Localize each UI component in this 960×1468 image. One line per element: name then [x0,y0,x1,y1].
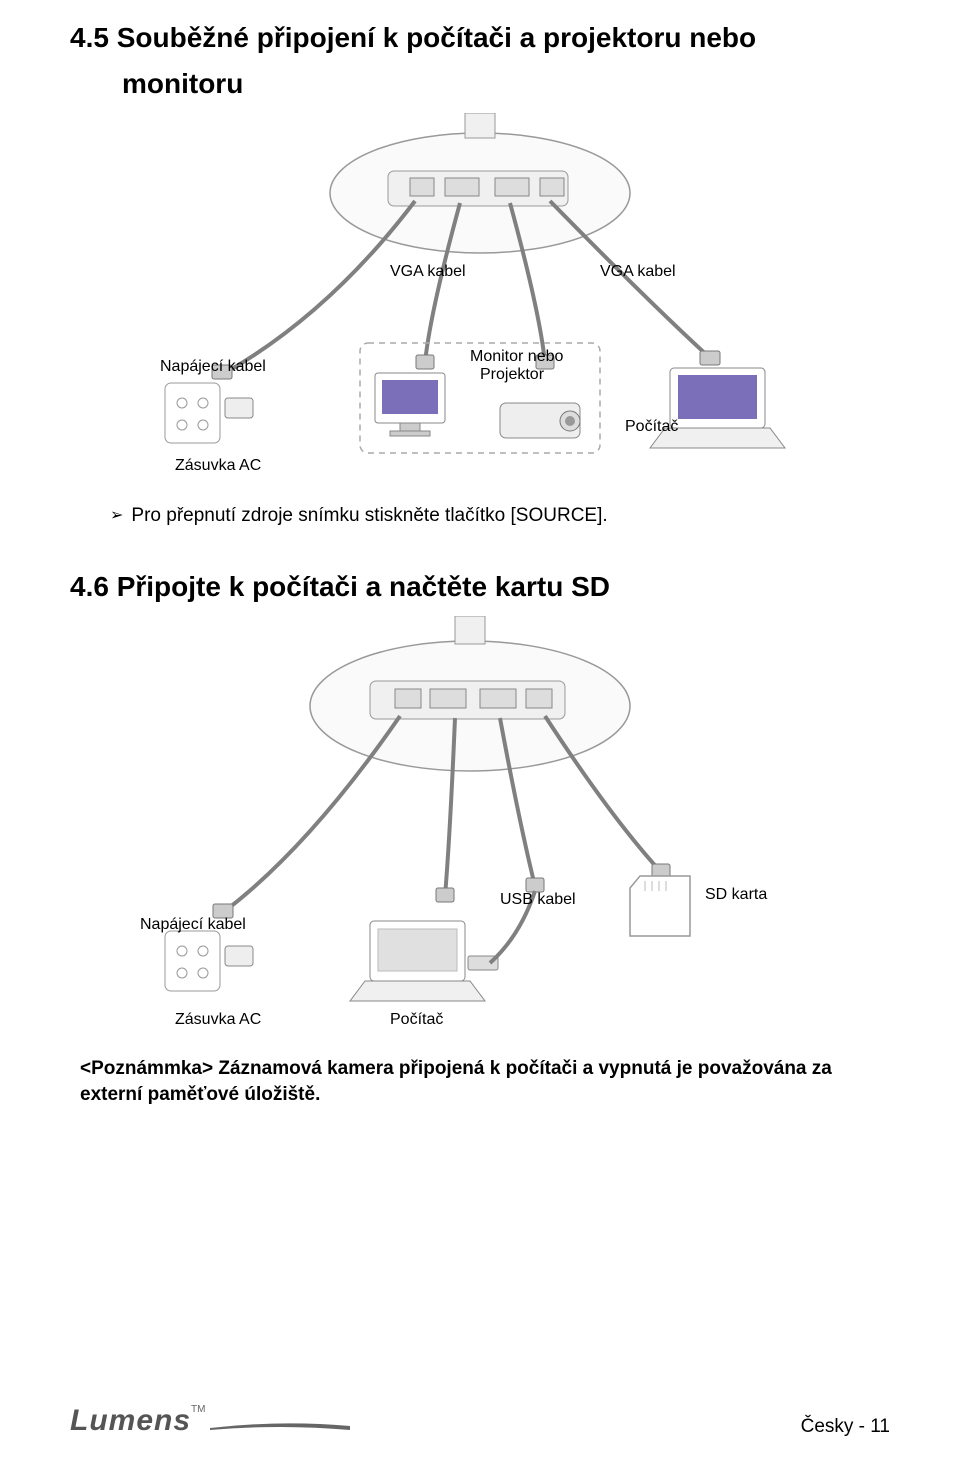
label-computer-1: Počítač [625,418,678,436]
section-4-5: 4.5 Souběžné připojení k počítači a proj… [70,20,890,529]
label-computer-2: Počítač [390,1011,443,1029]
label-usb: USB kabel [500,891,576,909]
note-4-6: <Poznámmka> Záznamová kamera připojená k… [80,1056,850,1109]
diagram-4-5-svg [70,113,890,493]
diagram-4-5: VGA kabel VGA kabel Napájecí kabel Monit… [70,113,890,493]
heading-4-5-line2: monitoru [70,66,890,102]
diagram-4-6-svg [70,616,890,1036]
logo-tm: TM [191,1404,205,1415]
label-projector: Projektor [480,366,544,384]
heading-4-5-line1: 4.5 Souběžné připojení k počítači a proj… [70,20,890,56]
bullet-text: Pro přepnutí zdroje snímku stiskněte tla… [131,505,607,526]
bullet-icon: ➢ [110,505,123,527]
footer: LumensTM Česky - 11 [70,1404,890,1438]
label-sd: SD karta [705,886,767,904]
label-monitor: Monitor nebo [470,348,563,366]
label-power-cable-2: Napájecí kabel [140,916,246,934]
diagram-4-6: USB kabel SD karta Napájecí kabel Zásuvk… [70,616,890,1036]
logo-swoosh-icon [210,1422,350,1430]
section-4-6: 4.6 Připojte k počítači a načtěte kartu … [70,569,890,1109]
label-outlet-1: Zásuvka AC [175,457,261,475]
page-number: Česky - 11 [801,1416,890,1438]
label-vga2: VGA kabel [600,263,676,281]
logo-lumens: LumensTM [70,1404,350,1438]
heading-4-6: 4.6 Připojte k počítači a načtěte kartu … [70,569,890,605]
label-power-cable-1: Napájecí kabel [160,358,266,376]
label-vga1: VGA kabel [390,263,466,281]
label-outlet-2: Zásuvka AC [175,1011,261,1029]
logo-text: Lumens [70,1404,191,1437]
bullet-source: ➢ Pro přepnutí zdroje snímku stiskněte tl… [110,503,890,530]
